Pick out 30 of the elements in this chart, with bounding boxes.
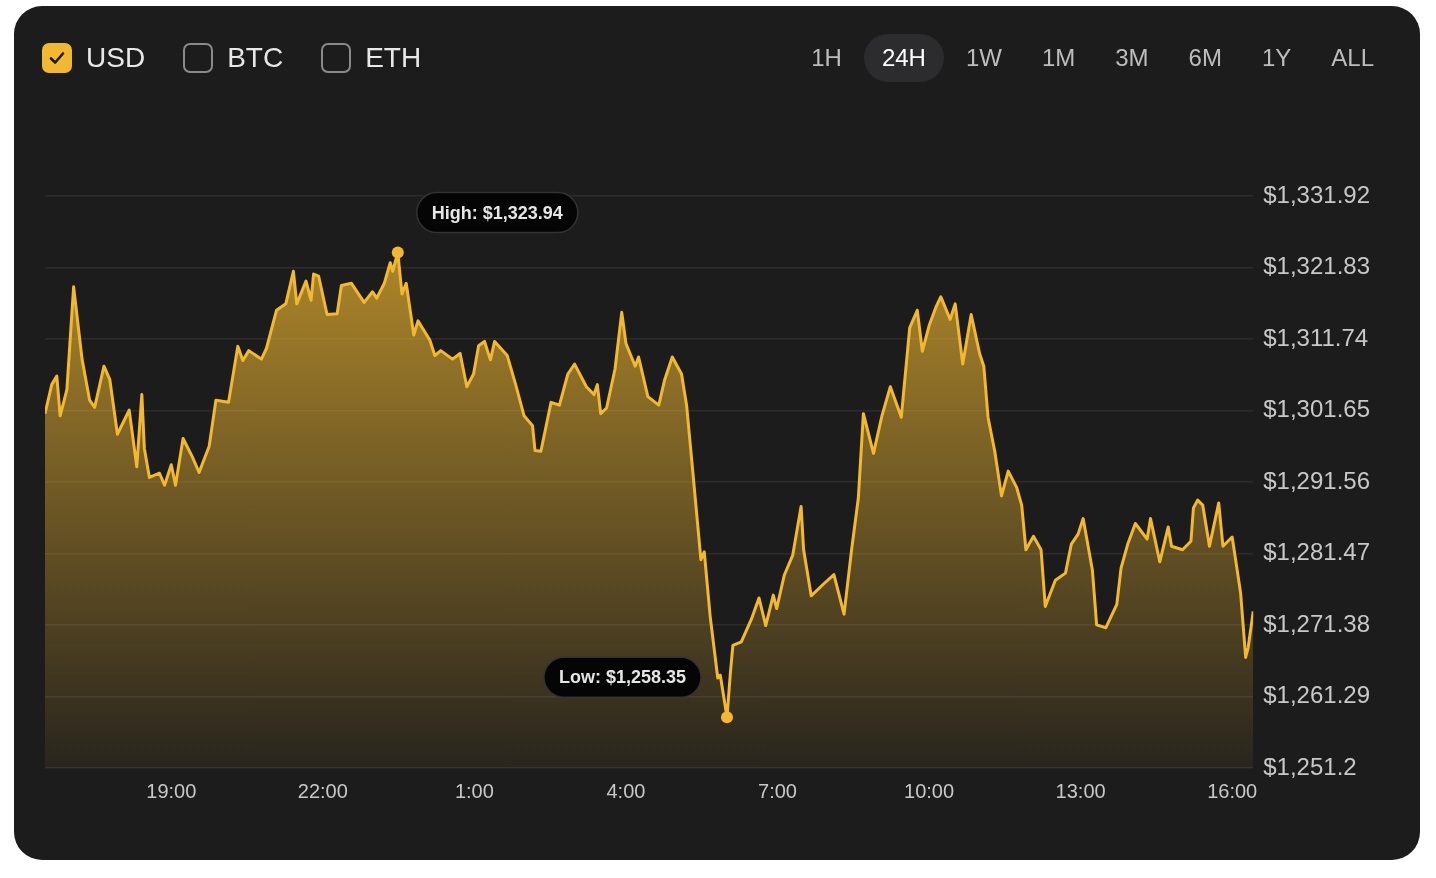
y-tick-label: $1,301.65 bbox=[1263, 395, 1371, 423]
x-tick-label: 1:00 bbox=[454, 779, 494, 802]
y-tick-label: $1,311.74 bbox=[1263, 323, 1369, 351]
x-tick-label: 22:00 bbox=[297, 779, 348, 802]
text: BTC bbox=[227, 42, 284, 74]
x-tick-label: 10:00 bbox=[904, 779, 955, 802]
text: 6M bbox=[1187, 43, 1223, 73]
text: 1H bbox=[810, 43, 843, 73]
x-tick-label: 16:00 bbox=[1207, 779, 1258, 802]
text: ALL bbox=[1330, 43, 1375, 73]
text: 3M bbox=[1114, 43, 1150, 73]
y-tick-label: $1,291.56 bbox=[1263, 466, 1371, 494]
annotation: Low: $1,258.35 bbox=[558, 667, 687, 688]
x-tick-label: 19:00 bbox=[146, 779, 197, 802]
x-tick-label: 13:00 bbox=[1055, 779, 1106, 802]
annotation: High: $1,323.94 bbox=[431, 202, 563, 223]
legend-label: USD bbox=[86, 42, 146, 74]
y-tick-label: $1,321.83 bbox=[1263, 252, 1371, 280]
text: 1M bbox=[1040, 43, 1077, 73]
y-tick-label: $1,281.47 bbox=[1263, 538, 1371, 566]
text: 1Y bbox=[1260, 43, 1293, 73]
y-tick-label: $1,331.92 bbox=[1263, 180, 1371, 208]
y-tick-label: $1,271.38 bbox=[1263, 609, 1371, 637]
text: 24H bbox=[863, 34, 944, 82]
x-tick-label: 4:00 bbox=[606, 779, 646, 802]
x-tick-label: 7:00 bbox=[758, 779, 797, 802]
y-tick-label: $1,251.2 bbox=[1263, 752, 1357, 780]
text: ETH bbox=[365, 42, 422, 74]
y-tick-label: $1,261.29 bbox=[1263, 681, 1371, 709]
text: 1W bbox=[964, 43, 1003, 73]
